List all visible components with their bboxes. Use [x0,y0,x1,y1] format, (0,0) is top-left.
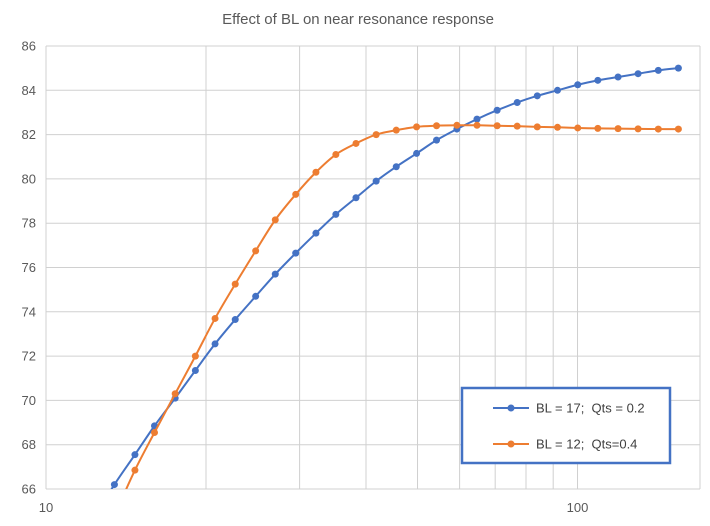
data-point [332,210,340,218]
data-point [392,126,400,134]
y-tick-label: 66 [22,482,36,497]
data-point [574,124,582,132]
data-point [674,125,682,133]
data-point [352,139,360,147]
legend-marker-series-2 [507,440,515,448]
data-point [110,481,118,489]
data-point [292,249,300,257]
y-tick-label: 82 [22,127,36,142]
data-point [433,136,441,144]
data-point [372,177,380,185]
y-tick-label: 80 [22,171,36,186]
data-point [231,316,239,324]
data-point [554,86,562,94]
x-axis-tick-labels: 10 100 [39,500,589,515]
data-point [332,151,340,159]
data-point [453,121,461,129]
y-tick-label: 72 [22,349,36,364]
data-point [413,149,421,157]
data-point [473,115,481,123]
data-point [554,123,562,131]
legend-label-series-1: BL = 17; Qts = 0.2 [536,401,645,416]
data-point [594,124,602,132]
data-point [252,292,260,300]
y-tick-label: 70 [22,393,36,408]
data-point [231,280,239,288]
data-point [271,270,279,278]
data-point [674,64,682,72]
y-tick-label: 76 [22,260,36,275]
x-tick-label: 100 [567,500,589,515]
data-point [252,247,260,255]
y-tick-label: 78 [22,216,36,231]
data-point [614,125,622,133]
data-point [614,73,622,81]
data-point [574,81,582,89]
data-point [352,194,360,202]
data-point [513,122,521,130]
data-point [493,106,501,114]
data-point [533,123,541,131]
data-point [372,131,380,139]
data-point [211,340,219,348]
data-point [312,229,320,237]
y-tick-label: 86 [22,39,36,54]
data-point [413,123,421,131]
data-point [654,66,662,74]
data-point [191,366,199,374]
y-tick-label: 74 [22,304,36,319]
y-tick-label: 84 [22,83,36,98]
data-point [433,122,441,130]
data-point [392,163,400,171]
chart-title: Effect of BL on near resonance response [222,11,494,28]
data-point [171,390,179,398]
y-tick-label: 68 [22,437,36,452]
data-point [634,70,642,78]
legend-box [460,386,672,465]
data-point [292,190,300,198]
legend: BL = 17; Qts = 0.2 BL = 12; Qts=0.4 [460,386,672,465]
data-point [191,352,199,360]
x-tick-label: 10 [39,500,53,515]
data-point [271,216,279,224]
data-point [594,76,602,84]
data-point [654,125,662,133]
data-point [131,451,139,459]
plot-area [110,64,682,489]
series-1 [110,64,682,489]
data-point [131,466,139,474]
data-point [150,429,158,437]
data-point [493,122,501,130]
y-axis-tick-labels: 66 68 70 72 74 76 78 80 82 84 86 [22,39,36,497]
legend-marker-series-1 [507,404,515,412]
data-point [513,98,521,106]
data-point [211,314,219,322]
series-2 [125,121,682,489]
data-point [634,125,642,133]
data-point [473,121,481,129]
legend-label-series-2: BL = 12; Qts=0.4 [536,437,637,452]
data-point [312,168,320,176]
data-point [533,92,541,100]
